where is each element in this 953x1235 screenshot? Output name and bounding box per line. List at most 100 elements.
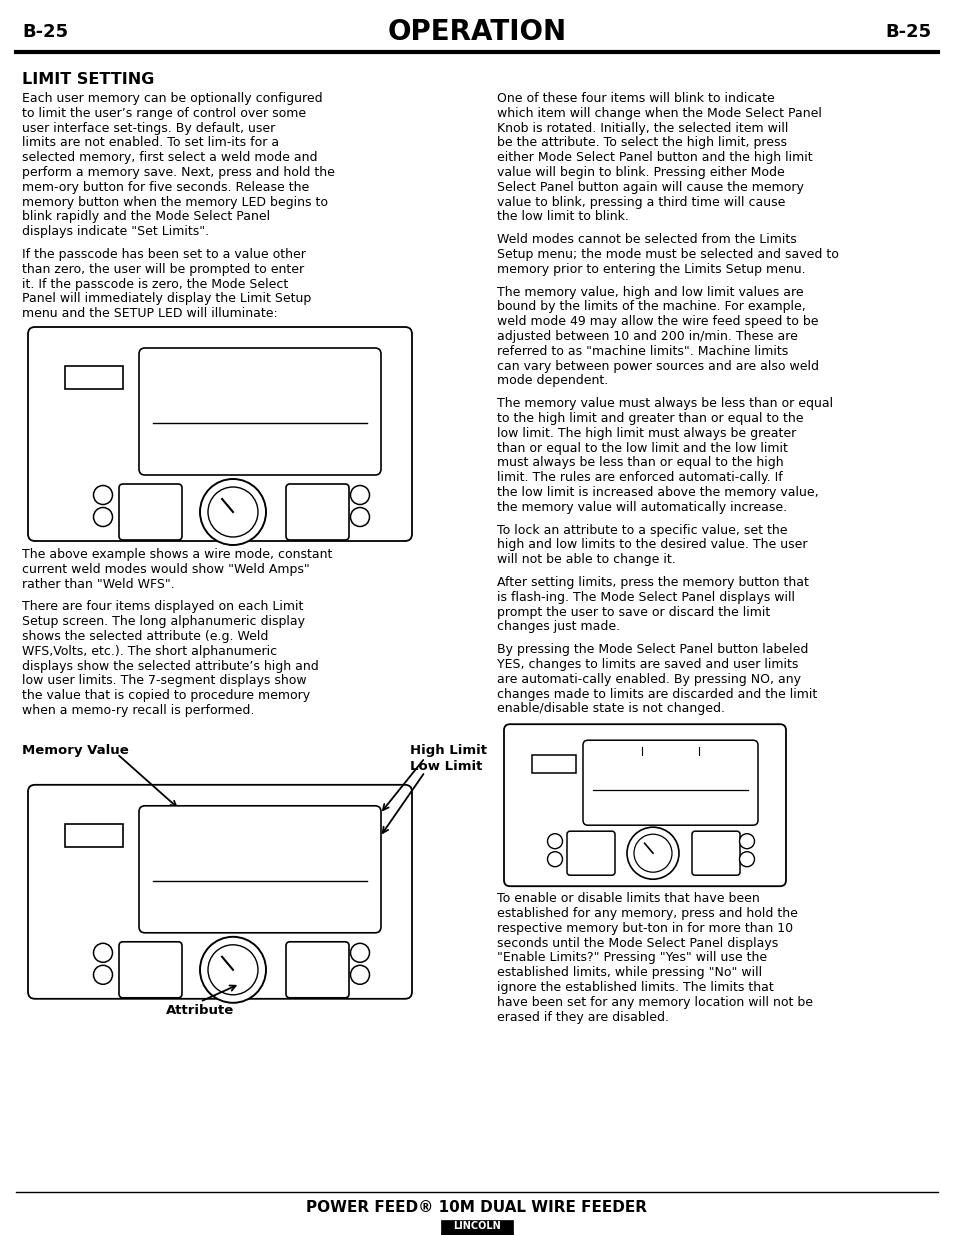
Text: The above example shows a wire mode, constant: The above example shows a wire mode, con… (22, 548, 332, 561)
Text: prompt the user to save or discard the limit: prompt the user to save or discard the l… (497, 605, 769, 619)
Circle shape (93, 944, 112, 962)
Circle shape (350, 966, 369, 984)
Text: be the attribute. To select the high limit, press: be the attribute. To select the high lim… (497, 136, 786, 149)
Text: By pressing the Mode Select Panel button labeled: By pressing the Mode Select Panel button… (497, 643, 807, 656)
Circle shape (93, 485, 112, 505)
Text: Low Limit: Low Limit (410, 760, 482, 773)
Text: established limits, while pressing "No" will: established limits, while pressing "No" … (497, 966, 761, 979)
Text: displays show the selected attribute’s high and: displays show the selected attribute’s h… (22, 659, 318, 673)
Text: mode dependent.: mode dependent. (497, 374, 608, 388)
Text: OPERATION: OPERATION (387, 19, 566, 46)
Text: To lock an attribute to a specific value, set the: To lock an attribute to a specific value… (497, 524, 786, 536)
Text: After setting limits, press the memory button that: After setting limits, press the memory b… (497, 576, 808, 589)
Text: will not be able to change it.: will not be able to change it. (497, 553, 675, 566)
Text: YES, changes to limits are saved and user limits: YES, changes to limits are saved and use… (497, 658, 798, 671)
Text: must always be less than or equal to the high: must always be less than or equal to the… (497, 457, 782, 469)
Text: To enable or disable limits that have been: To enable or disable limits that have be… (497, 892, 759, 905)
Text: limit. The rules are enforced automati-cally. If: limit. The rules are enforced automati-c… (497, 472, 781, 484)
Text: value to blink, pressing a third time will cause: value to blink, pressing a third time wi… (497, 195, 784, 209)
Text: memory prior to entering the Limits Setup menu.: memory prior to entering the Limits Setu… (497, 263, 804, 275)
Text: either Mode Select Panel button and the high limit: either Mode Select Panel button and the … (497, 151, 812, 164)
Text: when a memo-ry recall is performed.: when a memo-ry recall is performed. (22, 704, 254, 718)
Text: changes just made.: changes just made. (497, 620, 619, 634)
Bar (532, 755, 576, 773)
Text: memory button when the memory LED begins to: memory button when the memory LED begins… (22, 195, 328, 209)
Text: it. If the passcode is zero, the Mode Select: it. If the passcode is zero, the Mode Se… (22, 278, 288, 290)
Text: menu and the SETUP LED will illuminate:: menu and the SETUP LED will illuminate: (22, 308, 277, 320)
Text: the value that is copied to procedure memory: the value that is copied to procedure me… (22, 689, 310, 703)
Text: the memory value will automatically increase.: the memory value will automatically incr… (497, 501, 786, 514)
FancyBboxPatch shape (582, 740, 758, 825)
Circle shape (93, 966, 112, 984)
FancyBboxPatch shape (119, 484, 182, 540)
Text: The memory value must always be less than or equal: The memory value must always be less tha… (497, 398, 832, 410)
Bar (440, 1220, 513, 1234)
Text: have been set for any memory location will not be: have been set for any memory location wi… (497, 995, 812, 1009)
Circle shape (200, 937, 266, 1003)
FancyBboxPatch shape (691, 831, 740, 876)
Circle shape (350, 485, 369, 505)
Text: current weld modes would show "Weld Amps": current weld modes would show "Weld Amps… (22, 563, 310, 576)
Text: seconds until the Mode Select Panel displays: seconds until the Mode Select Panel disp… (497, 936, 778, 950)
Text: selected memory, first select a weld mode and: selected memory, first select a weld mod… (22, 151, 317, 164)
Text: One of these four items will blink to indicate: One of these four items will blink to in… (497, 91, 774, 105)
Text: bound by the limits of the machine. For example,: bound by the limits of the machine. For … (497, 300, 805, 314)
Text: Knob is rotated. Initially, the selected item will: Knob is rotated. Initially, the selected… (497, 121, 787, 135)
Circle shape (200, 479, 266, 545)
Text: blink rapidly and the Mode Select Panel: blink rapidly and the Mode Select Panel (22, 210, 270, 224)
Text: If the passcode has been set to a value other: If the passcode has been set to a value … (22, 248, 306, 261)
Text: low user limits. The 7-segment displays show: low user limits. The 7-segment displays … (22, 674, 306, 688)
Text: established for any memory, press and hold the: established for any memory, press and ho… (497, 906, 797, 920)
Bar (65, 366, 123, 389)
Text: Each user memory can be optionally configured: Each user memory can be optionally confi… (22, 91, 322, 105)
Text: the low limit is increased above the memory value,: the low limit is increased above the mem… (497, 487, 818, 499)
Text: changes made to limits are discarded and the limit: changes made to limits are discarded and… (497, 688, 817, 700)
Text: respective memory but-ton in for more than 10: respective memory but-ton in for more th… (497, 921, 792, 935)
Text: referred to as "machine limits". Machine limits: referred to as "machine limits". Machine… (497, 345, 787, 358)
Text: Select Panel button again will cause the memory: Select Panel button again will cause the… (497, 180, 803, 194)
Text: perform a memory save. Next, press and hold the: perform a memory save. Next, press and h… (22, 165, 335, 179)
Text: is flash-ing. The Mode Select Panel displays will: is flash-ing. The Mode Select Panel disp… (497, 590, 794, 604)
Text: to the high limit and greater than or equal to the: to the high limit and greater than or eq… (497, 412, 802, 425)
Circle shape (547, 834, 562, 848)
Circle shape (626, 827, 679, 879)
FancyBboxPatch shape (566, 831, 615, 876)
Text: Setup menu; the mode must be selected and saved to: Setup menu; the mode must be selected an… (497, 248, 838, 261)
FancyBboxPatch shape (503, 724, 785, 887)
Text: to limit the user’s range of control over some: to limit the user’s range of control ove… (22, 106, 306, 120)
Text: "Enable Limits?" Pressing "Yes" will use the: "Enable Limits?" Pressing "Yes" will use… (497, 951, 766, 965)
Text: the low limit to blink.: the low limit to blink. (497, 210, 628, 224)
Text: Weld modes cannot be selected from the Limits: Weld modes cannot be selected from the L… (497, 233, 796, 246)
Text: Memory Value: Memory Value (22, 743, 129, 757)
Text: limits are not enabled. To set lim-its for a: limits are not enabled. To set lim-its f… (22, 136, 279, 149)
Text: WFS,Volts, etc.). The short alphanumeric: WFS,Volts, etc.). The short alphanumeric (22, 645, 276, 658)
Text: enable/disable state is not changed.: enable/disable state is not changed. (497, 703, 724, 715)
Text: Panel will immediately display the Limit Setup: Panel will immediately display the Limit… (22, 293, 311, 305)
FancyBboxPatch shape (286, 942, 349, 998)
Text: LINCOLN: LINCOLN (453, 1221, 500, 1231)
Circle shape (208, 487, 257, 537)
Text: can vary between power sources and are also weld: can vary between power sources and are a… (497, 359, 818, 373)
Text: POWER FEED® 10M DUAL WIRE FEEDER: POWER FEED® 10M DUAL WIRE FEEDER (306, 1200, 647, 1215)
Text: Setup screen. The long alphanumeric display: Setup screen. The long alphanumeric disp… (22, 615, 305, 629)
Text: user interface set-tings. By default, user: user interface set-tings. By default, us… (22, 121, 275, 135)
Text: than zero, the user will be prompted to enter: than zero, the user will be prompted to … (22, 263, 304, 275)
Circle shape (547, 852, 562, 867)
Text: high and low limits to the desired value. The user: high and low limits to the desired value… (497, 538, 806, 551)
Text: value will begin to blink. Pressing either Mode: value will begin to blink. Pressing eith… (497, 165, 784, 179)
Circle shape (208, 945, 257, 995)
Text: LIMIT SETTING: LIMIT SETTING (22, 72, 154, 86)
Circle shape (350, 508, 369, 526)
FancyBboxPatch shape (28, 784, 412, 999)
Text: Attribute: Attribute (166, 1004, 233, 1016)
Text: which item will change when the Mode Select Panel: which item will change when the Mode Sel… (497, 106, 821, 120)
FancyBboxPatch shape (286, 484, 349, 540)
Text: shows the selected attribute (e.g. Weld: shows the selected attribute (e.g. Weld (22, 630, 268, 643)
Text: low limit. The high limit must always be greater: low limit. The high limit must always be… (497, 427, 796, 440)
FancyBboxPatch shape (139, 805, 380, 932)
Text: adjusted between 10 and 200 in/min. These are: adjusted between 10 and 200 in/min. Thes… (497, 330, 797, 343)
Text: There are four items displayed on each Limit: There are four items displayed on each L… (22, 600, 303, 614)
Text: than or equal to the low limit and the low limit: than or equal to the low limit and the l… (497, 442, 787, 454)
Text: B-25: B-25 (885, 23, 931, 41)
Text: High Limit: High Limit (410, 743, 486, 757)
